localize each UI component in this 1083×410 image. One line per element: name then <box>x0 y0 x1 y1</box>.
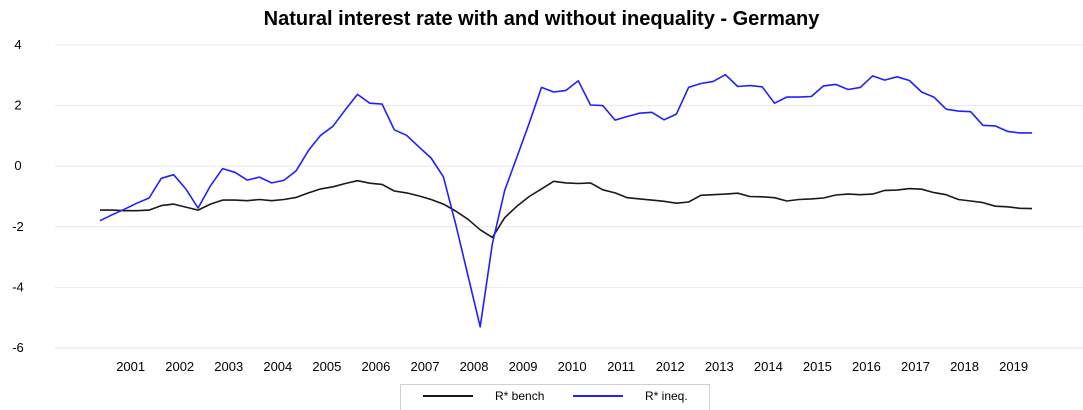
x-axis: 2001 2002 2003 2004 2005 2006 2007 2008 2009 2010… <box>116 359 1028 374</box>
x-tick-label: 2011 <box>607 359 635 374</box>
legend-item-ineq: R* ineq. <box>573 389 688 403</box>
x-tick-label: 2015 <box>803 359 832 374</box>
x-tick-label: 2004 <box>263 359 292 374</box>
x-tick-label: 2012 <box>656 359 685 374</box>
y-tick-label: -6 <box>12 340 24 355</box>
x-tick-label: 2009 <box>509 359 538 374</box>
y-tick-label: 0 <box>14 158 21 173</box>
x-tick-label: 2014 <box>754 359 783 374</box>
legend-item-bench: R* bench <box>423 389 544 403</box>
chart-title: Natural interest rate with and without i… <box>263 8 820 30</box>
x-tick-label: 2008 <box>460 359 489 374</box>
y-axis: 4 2 0 -2 -4 -6 <box>12 37 24 355</box>
x-tick-label: 2002 <box>165 359 194 374</box>
y-tick-label: 2 <box>14 98 21 113</box>
x-tick-label: 2019 <box>999 359 1028 374</box>
x-tick-label: 2001 <box>116 359 145 374</box>
x-tick-label: 2010 <box>558 359 587 374</box>
series-line-bench <box>100 179 1033 239</box>
x-tick-label: 2005 <box>312 359 341 374</box>
legend-swatch-ineq <box>573 395 623 397</box>
x-tick-label: 2003 <box>214 359 243 374</box>
legend: R* bench R* ineq. <box>400 384 710 410</box>
x-tick-label: 2007 <box>411 359 440 374</box>
x-tick-label: 2017 <box>901 359 930 374</box>
x-tick-label: 2016 <box>852 359 881 374</box>
legend-label-ineq: R* ineq. <box>645 389 688 403</box>
x-tick-label: 2018 <box>950 359 979 374</box>
legend-label-bench: R* bench <box>495 389 545 403</box>
y-tick-label: -2 <box>12 219 24 234</box>
x-tick-label: 2013 <box>705 359 734 374</box>
y-tick-label: -4 <box>12 279 24 294</box>
gridlines <box>55 44 1083 349</box>
x-tick-label: 2006 <box>361 359 390 374</box>
legend-swatch-bench <box>423 395 473 397</box>
y-tick-label: 4 <box>14 37 21 52</box>
series-line-ineq <box>99 73 1032 328</box>
series-lines <box>99 73 1033 328</box>
